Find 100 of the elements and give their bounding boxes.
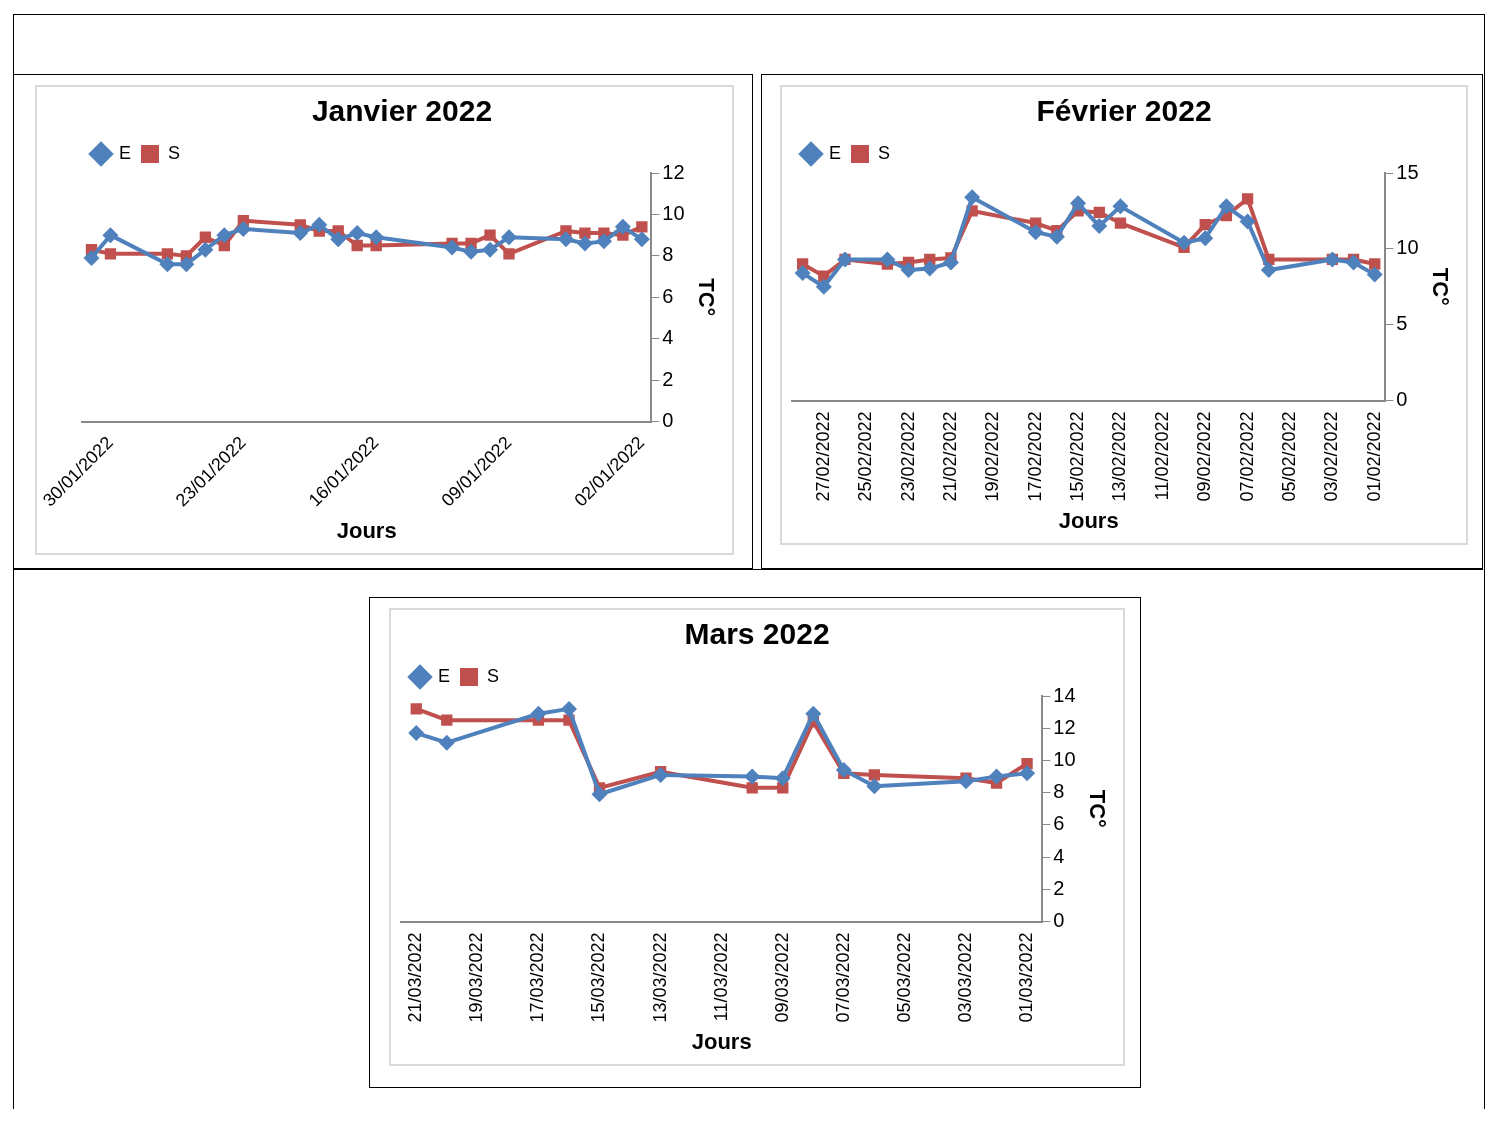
point: [579, 227, 591, 239]
point: [311, 216, 328, 233]
point: [1369, 258, 1381, 270]
point: [1176, 234, 1193, 251]
x-tick-label: 13/02/2022: [1109, 411, 1130, 502]
point: [1048, 228, 1065, 245]
point: [636, 221, 648, 233]
y-axis-title: TC°: [1427, 267, 1453, 306]
x-tick-label: 09/02/2022: [1194, 411, 1215, 502]
point: [633, 231, 650, 248]
point: [1218, 198, 1235, 215]
legend-label: E: [119, 142, 132, 163]
point: [1019, 765, 1036, 782]
x-tick-label: 25/02/2022: [855, 411, 876, 502]
x-tick-label: 13/03/2022: [649, 932, 670, 1023]
point: [794, 265, 811, 282]
x-tick-label: 23/02/2022: [897, 411, 918, 502]
y-tick-label: 12: [1053, 715, 1076, 738]
point: [1070, 195, 1087, 212]
y-tick-label: 0: [1053, 909, 1065, 932]
y-tick-label: 8: [662, 243, 674, 266]
point: [746, 782, 758, 794]
point: [591, 786, 608, 803]
x-axis-title: Jours: [336, 517, 397, 543]
y-tick-label: 10: [1053, 747, 1076, 770]
x-tick-label: 15/03/2022: [588, 932, 609, 1023]
point: [216, 227, 233, 244]
point: [83, 249, 100, 266]
x-tick-label: 17/03/2022: [527, 932, 548, 1023]
point: [866, 778, 883, 795]
y-tick-label: 12: [662, 160, 685, 183]
y-tick-label: 10: [1396, 236, 1419, 259]
point: [501, 229, 518, 246]
x-axis-title: Jours: [691, 1028, 752, 1054]
x-tick-label: 03/03/2022: [954, 932, 975, 1023]
point: [1021, 758, 1033, 770]
point: [438, 734, 455, 751]
x-tick-label: 15/02/2022: [1067, 411, 1088, 502]
x-tick-label: 19/03/2022: [466, 932, 487, 1023]
point: [1366, 266, 1383, 283]
chart-title: Janvier 2022: [311, 94, 493, 128]
point: [900, 262, 917, 279]
x-tick-label: 01/02/2022: [1363, 411, 1384, 502]
y-tick-label: 14: [1053, 683, 1076, 706]
x-tick-label: 05/03/2022: [893, 932, 914, 1023]
x-tick-label: 19/02/2022: [982, 411, 1003, 502]
point: [815, 278, 832, 295]
legend-label: S: [168, 142, 181, 163]
point: [557, 231, 574, 248]
chart-title: Février 2022: [1036, 94, 1212, 128]
point: [942, 254, 959, 271]
x-tick-label: 07/03/2022: [832, 932, 853, 1023]
y-tick-label: 0: [1396, 388, 1408, 411]
point: [178, 256, 195, 273]
point: [235, 220, 252, 237]
y-tick-label: 15: [1396, 160, 1419, 183]
point: [614, 218, 631, 235]
x-tick-label: 27/02/2022: [812, 411, 833, 502]
y-tick-label: 0: [662, 409, 674, 432]
point: [1345, 254, 1362, 271]
y-tick-label: 10: [662, 201, 685, 224]
point: [1239, 213, 1256, 230]
point: [349, 225, 366, 242]
point: [484, 229, 496, 241]
x-tick-label: 21/03/2022: [405, 932, 426, 1023]
point: [368, 229, 385, 246]
point: [408, 725, 425, 742]
point: [1197, 230, 1214, 247]
point: [159, 256, 176, 273]
point: [1027, 224, 1044, 241]
point: [1091, 218, 1108, 235]
point: [921, 260, 938, 277]
x-tick-label: 09/03/2022: [771, 932, 792, 1023]
x-tick-label: 11/03/2022: [710, 932, 731, 1022]
point: [1241, 193, 1254, 205]
point: [744, 768, 761, 785]
x-tick-label: 03/02/2022: [1321, 411, 1342, 502]
x-axis-title: Jours: [1058, 507, 1119, 533]
y-tick-label: 4: [1053, 844, 1065, 867]
point: [560, 700, 577, 717]
legend-label: S: [487, 665, 500, 686]
point: [1093, 206, 1105, 219]
y-tick-label: 2: [1053, 876, 1065, 899]
y-axis-title: TC°: [1084, 789, 1110, 828]
y-tick-label: 2: [662, 367, 674, 390]
y-tick-label: 4: [662, 326, 674, 349]
point: [463, 243, 480, 260]
point: [868, 769, 881, 781]
point: [482, 241, 499, 258]
point: [835, 762, 852, 779]
point: [988, 768, 1005, 785]
point: [1260, 262, 1277, 279]
point: [410, 703, 422, 715]
point: [330, 231, 347, 248]
point: [774, 770, 791, 787]
x-tick-label: 05/02/2022: [1278, 411, 1299, 502]
point: [595, 233, 612, 250]
point: [292, 225, 309, 242]
point: [503, 248, 515, 260]
point: [351, 239, 363, 252]
